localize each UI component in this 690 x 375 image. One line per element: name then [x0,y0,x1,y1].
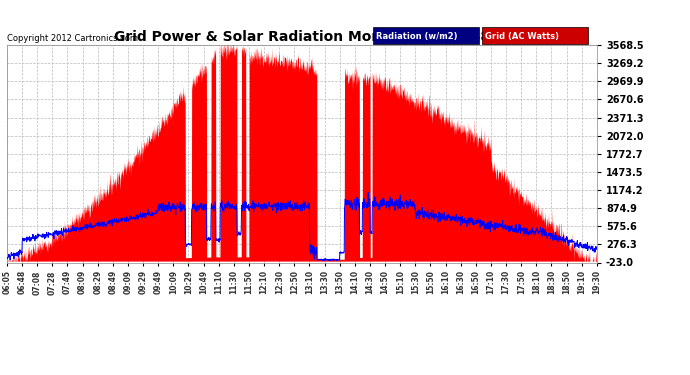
Text: Grid (AC Watts): Grid (AC Watts) [485,32,559,40]
FancyBboxPatch shape [482,27,588,44]
Title: Grid Power & Solar Radiation Mon Aug 20 19:48: Grid Power & Solar Radiation Mon Aug 20 … [114,30,490,44]
Text: Radiation (w/m2): Radiation (w/m2) [375,32,457,40]
Text: Copyright 2012 Cartronics.com: Copyright 2012 Cartronics.com [7,34,138,43]
FancyBboxPatch shape [373,27,479,44]
